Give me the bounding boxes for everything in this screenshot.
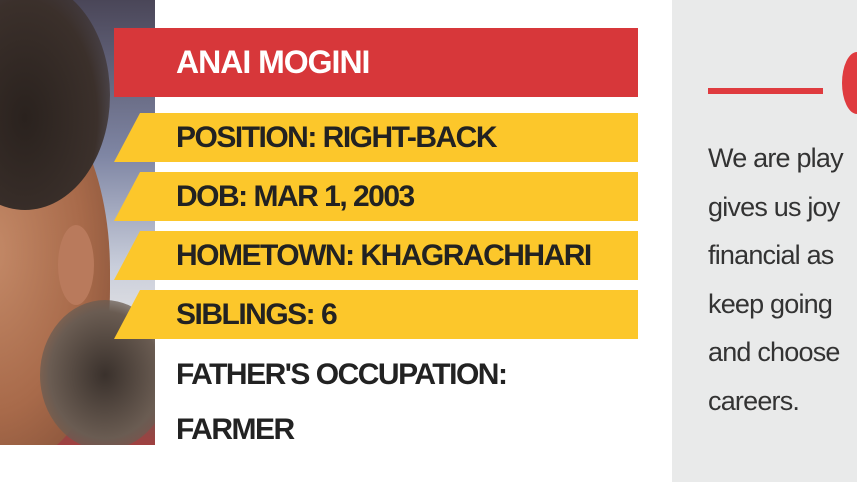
divider-line <box>708 88 823 94</box>
occupation-label: FATHER'S OCCUPATION: <box>176 358 508 391</box>
name-banner <box>114 28 638 97</box>
hometown-bar <box>114 231 638 280</box>
quote-line: financial as <box>708 240 834 270</box>
dob-bar <box>114 172 638 221</box>
quote-line: and choose <box>708 337 840 367</box>
quote-line: gives us joy <box>708 191 840 222</box>
siblings-bar <box>114 290 638 339</box>
quote-text: We are play gives us joy financial as ke… <box>708 134 857 425</box>
dob-text: DOB: MAR 1, 2003 <box>176 180 415 213</box>
player-name: ANAI MOGINI <box>176 44 370 80</box>
hometown-text: HOMETOWN: KHAGRACHHARI <box>176 239 592 272</box>
quote-line: We are play <box>708 143 844 173</box>
occupation-value: FARMER <box>176 413 295 446</box>
position-bar <box>114 113 638 162</box>
quote-line: keep going <box>708 288 833 319</box>
position-text: POSITION: RIGHT-BACK <box>176 121 498 154</box>
siblings-text: SIBLINGS: 6 <box>176 298 338 331</box>
quote-circle-icon <box>842 52 857 114</box>
quote-panel <box>672 0 857 482</box>
quote-line: careers. <box>708 385 800 416</box>
